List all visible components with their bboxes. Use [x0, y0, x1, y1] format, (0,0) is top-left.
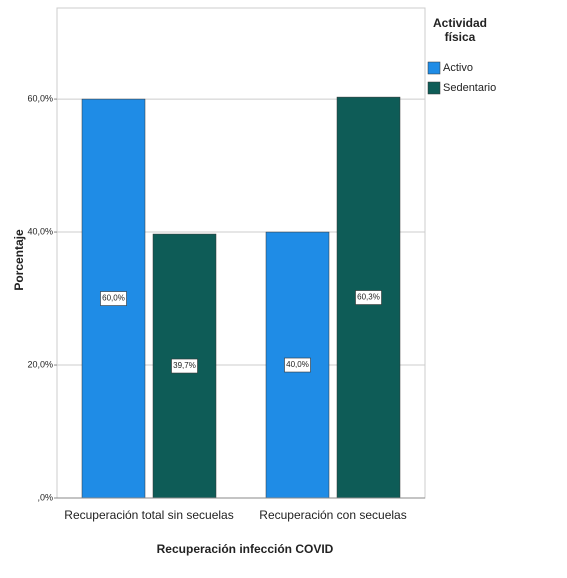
y-tick-label: 40,0%	[27, 226, 53, 236]
legend-label: Activo	[443, 62, 473, 74]
y-tick-label: ,0%	[37, 492, 53, 502]
y-axis-title: Porcentaje	[12, 229, 26, 291]
value-label: 39,7%	[173, 361, 196, 370]
legend-title: Actividad física	[432, 16, 487, 44]
value-label-box	[171, 358, 198, 374]
value-label-box	[284, 357, 311, 373]
y-tick-label: 60,0%	[27, 93, 53, 103]
legend-swatch	[427, 81, 441, 95]
y-tick-label: 20,0%	[27, 359, 53, 369]
x-axis-title: Recuperación infección COVID	[157, 542, 334, 556]
value-label: 60,0%	[102, 294, 125, 303]
value-label-box	[100, 291, 127, 306]
value-label-box	[355, 290, 382, 305]
value-label: 60,3%	[357, 293, 380, 302]
x-tick-label: Recuperación total sin secuelas	[64, 508, 233, 522]
value-label: 40,0%	[286, 360, 309, 369]
legend-swatch	[427, 61, 441, 75]
x-tick-label: Recuperación con secuelas	[259, 508, 406, 522]
legend-label: Sedentario	[443, 82, 496, 94]
